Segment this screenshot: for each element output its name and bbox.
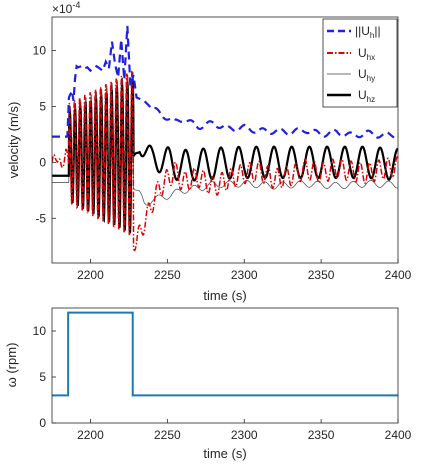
series-uh-line [52,25,398,139]
top-xtick-label: 2350 [308,268,335,282]
top-ytick-label: -5 [35,211,46,225]
top-ytick-label: 10 [33,44,47,58]
legend: ||Uh|| Uhx Uhy Uhz [322,18,398,108]
top-xtick-label: 2200 [77,268,104,282]
top-series-group [52,25,398,252]
bottom-axes-box [51,307,399,424]
y-multiplier: ×10-4 [52,0,80,16]
legend-label-uh: ||Uh|| [355,24,381,40]
bottom-x-ticks: 2200 2250 2300 2350 2400 [77,419,412,442]
bottom-plot-area [52,308,398,423]
bottom-series-group [52,311,398,397]
top-xtick-label: 2250 [154,268,181,282]
bottom-y-axis-label: ω (rpm) [4,343,19,388]
legend-box [322,18,398,108]
bottom-chart: 2200 2250 2300 2350 2400 0 5 10 time (s) ω (rp… [4,307,412,461]
legend-label-uhx: Uhx [358,46,375,62]
legend-label-uhy: Uhy [358,67,375,83]
bottom-xtick-label: 2250 [154,428,181,442]
top-ytick-label: 5 [39,99,46,113]
top-xtick-label: 2300 [231,268,258,282]
bottom-ytick-label: 5 [39,370,46,384]
series-uhx-line [52,70,398,252]
top-y-ticks: -5 0 5 10 [33,44,56,225]
bottom-ytick-label: 0 [39,416,46,430]
top-x-axis-label: time (s) [203,288,246,303]
top-xtick-label: 2400 [385,268,412,282]
bottom-xtick-label: 2300 [231,428,258,442]
bottom-x-axis-label: time (s) [203,446,246,461]
top-chart: 2200 2250 2300 2350 2400 -5 0 5 10 time (s) vel… [6,0,412,303]
bottom-xtick-label: 2400 [385,428,412,442]
bottom-xtick-label: 2350 [308,428,335,442]
bottom-ytick-label: 10 [33,324,47,338]
series-omega-line [52,311,398,397]
bottom-y-ticks: 0 5 10 [33,324,56,430]
top-ytick-label: 0 [39,155,46,169]
top-x-ticks: 2200 2250 2300 2350 2400 [77,259,412,282]
top-y-axis-label: velocity (m/s) [6,102,21,179]
top-axes-box [51,16,399,264]
bottom-xtick-label: 2200 [77,428,104,442]
legend-label-uhz: Uhz [358,88,375,104]
